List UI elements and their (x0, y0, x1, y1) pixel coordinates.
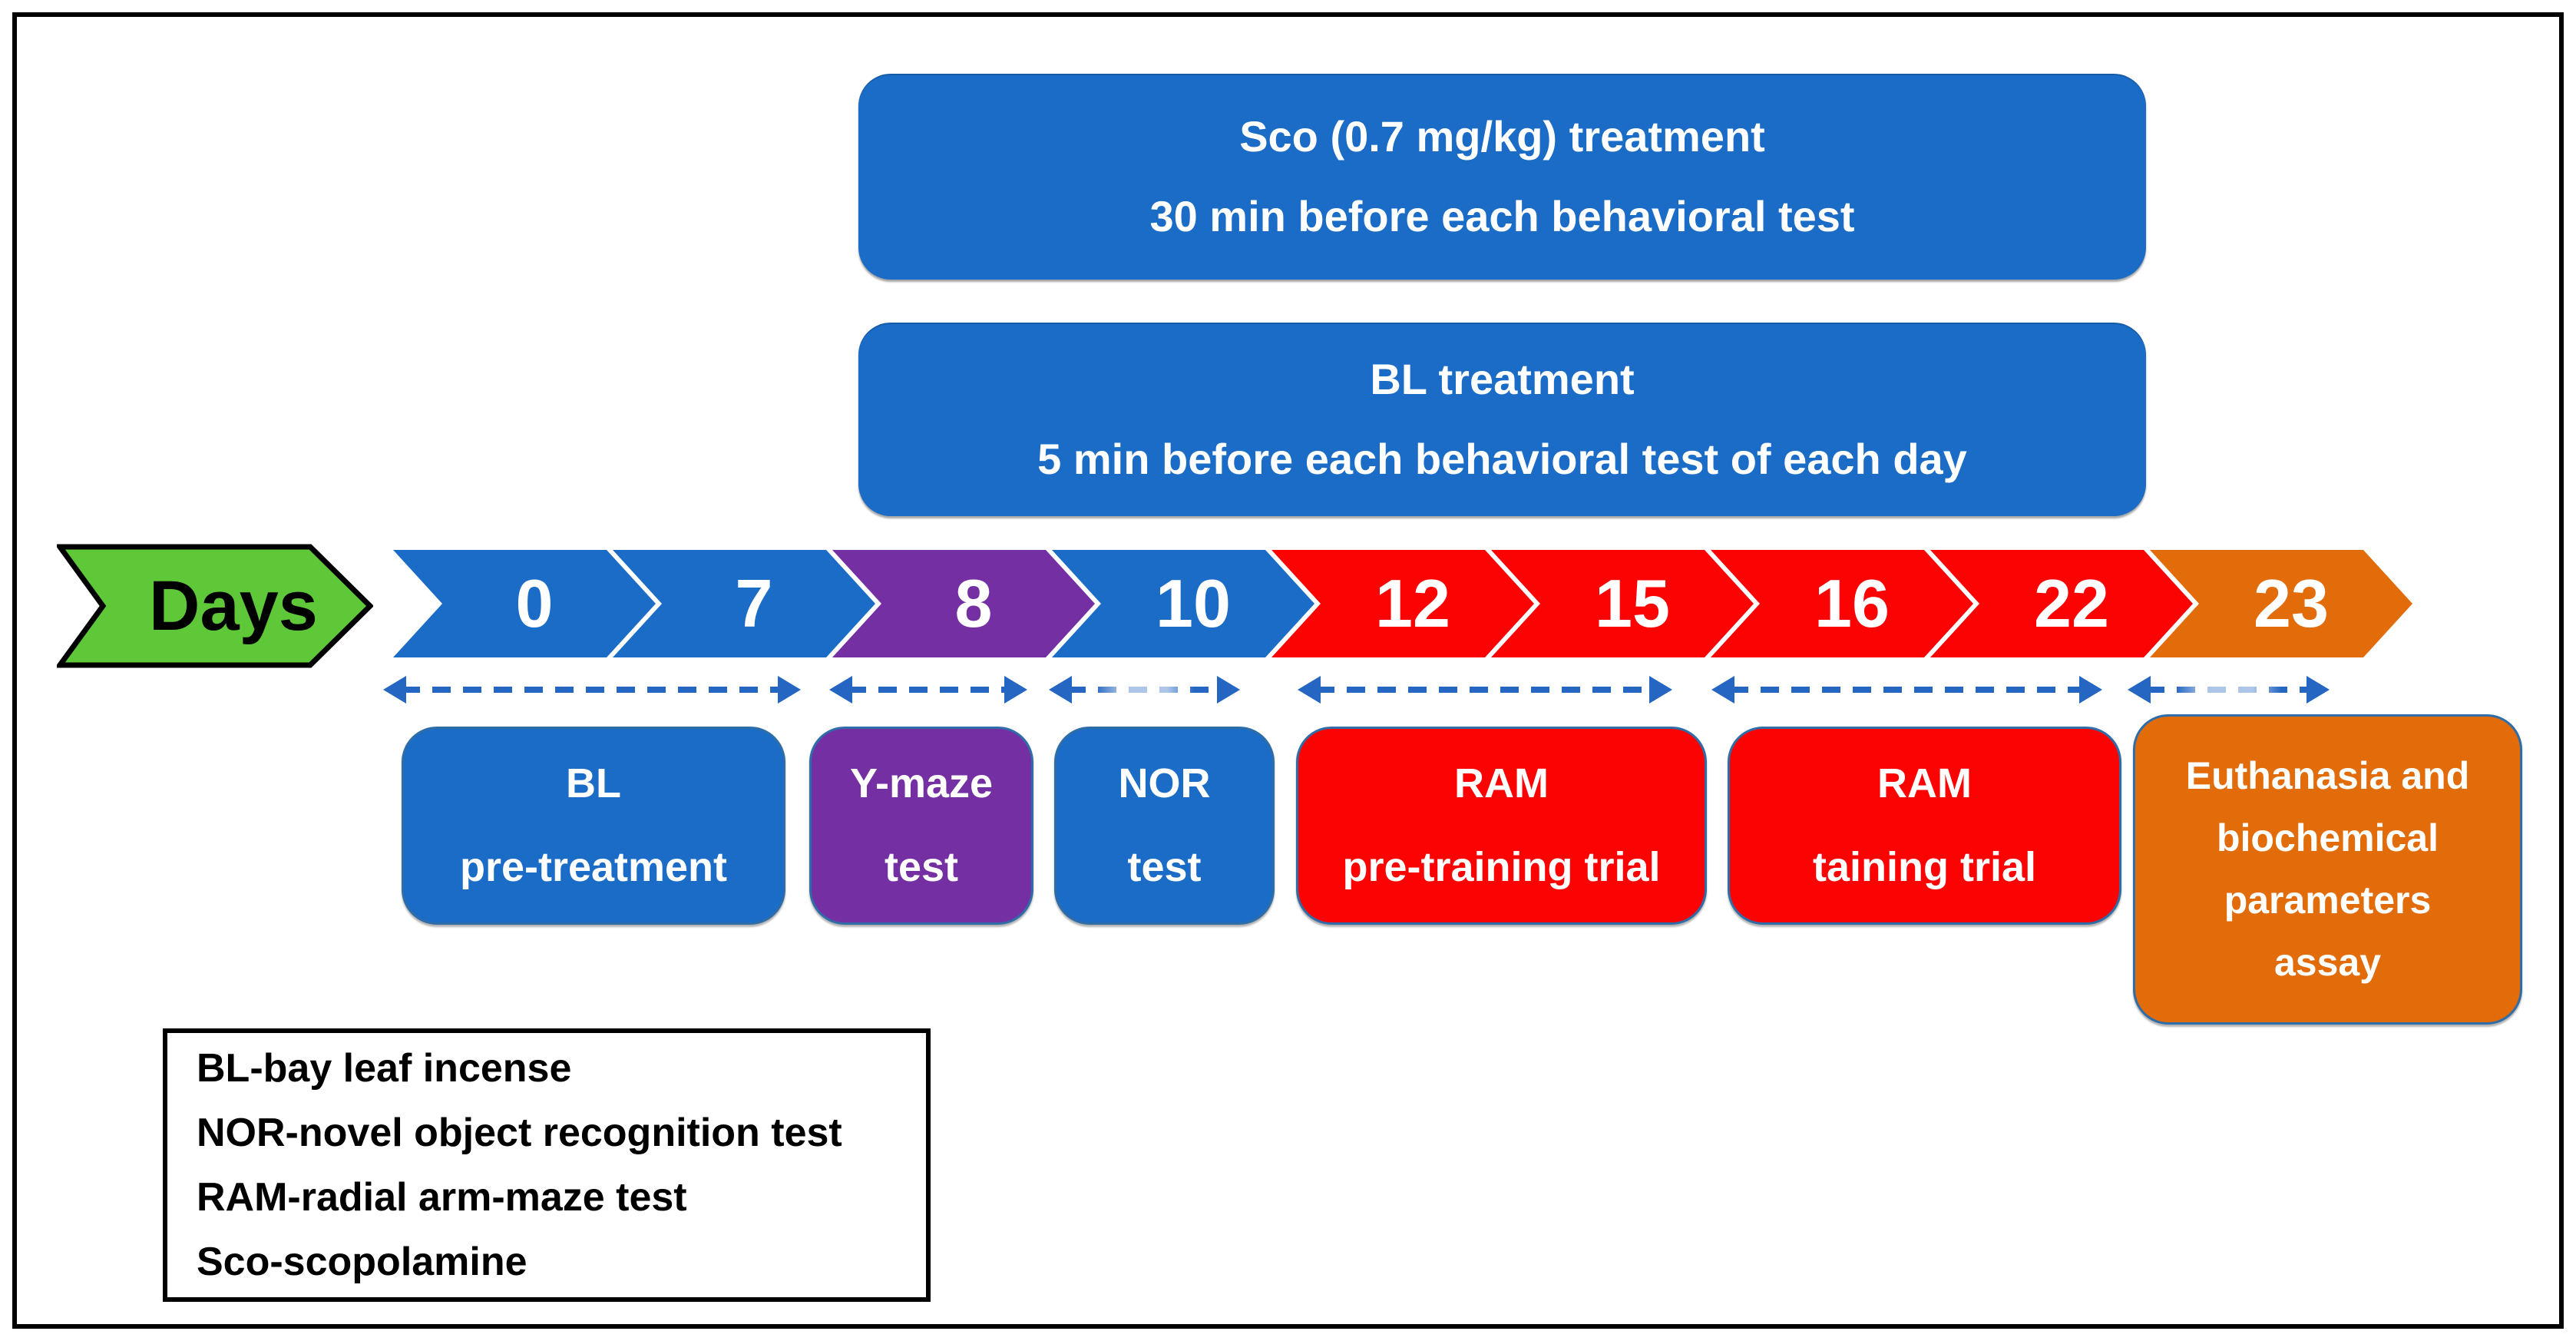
span-arrow-nor (1049, 676, 1240, 704)
arrowhead-right-icon (2079, 676, 2102, 704)
day-label: 10 (1156, 565, 1231, 641)
legend-line-ram: RAM-radial arm-maze test (197, 1175, 687, 1220)
dashed-line (2146, 687, 2311, 693)
phase-label-line: pre-treatment (459, 844, 728, 890)
day-chevron-8: 8 (832, 550, 1095, 657)
banner-bl-line1: BL treatment (1370, 355, 1635, 404)
phase-label-line: RAM (1454, 760, 1549, 807)
phase-label-line: test (1127, 844, 1202, 890)
banner-sco-line1: Sco (0.7 mg/kg) treatment (1239, 112, 1765, 161)
arrowhead-right-icon (2306, 676, 2330, 704)
timeline-band: 0 7 8 10 12 15 16 22 23 (393, 550, 2412, 657)
phase-label-line: NOR (1118, 760, 1211, 807)
banner-sco-treatment: Sco (0.7 mg/kg) treatment 30 min before … (858, 74, 2146, 280)
span-arrow-ymaze (829, 676, 1027, 704)
phase-label-line: RAM (1877, 760, 1972, 807)
span-arrow-ram-pretraining (1298, 676, 1672, 704)
days-arrow-shape (57, 544, 373, 668)
day-label: 8 (954, 565, 993, 641)
day-label: 23 (2254, 565, 2329, 641)
phase-ram-train: RAM taining trial (1728, 727, 2121, 925)
phase-label-line: test (884, 844, 959, 890)
phase-label-line: assay (2273, 941, 2382, 984)
day-label: 0 (515, 565, 554, 641)
legend-box: BL-bay leaf incense NOR-novel object rec… (163, 1028, 931, 1302)
arrowhead-right-icon (778, 676, 801, 704)
span-arrow-bl-pretreatment (383, 676, 801, 704)
phase-label-line: pre-training trial (1342, 844, 1661, 890)
banner-sco-line2: 30 min before each behavioral test (1149, 192, 1855, 240)
arrowhead-right-icon (1217, 676, 1240, 704)
legend-line-bl: BL-bay leaf incense (197, 1045, 572, 1091)
span-arrow-ram-training (1711, 676, 2102, 704)
arrowhead-right-icon (1649, 676, 1672, 704)
phase-euthanasia: Euthanasia and biochemical parameters assay (2133, 714, 2522, 1025)
phase-label-line: BL (566, 760, 621, 807)
day-chevron-0: 0 (393, 550, 656, 657)
day-label: 7 (735, 565, 773, 641)
figure-frame (12, 12, 2564, 1329)
dashed-line (1067, 687, 1222, 693)
dashed-line (1316, 687, 1654, 693)
phase-ymaze: Y-maze test (809, 727, 1033, 925)
day-label: 12 (1375, 565, 1450, 641)
phase-label-line: Euthanasia and (2185, 754, 2470, 797)
phase-ram-pre: RAM pre-training trial (1296, 727, 1707, 925)
phase-label-line: parameters (2224, 879, 2432, 922)
phase-label-line: Y-maze (849, 760, 994, 807)
legend-line-sco: Sco-scopolamine (197, 1240, 527, 1285)
phase-nor: NOR test (1054, 727, 1275, 925)
arrowhead-right-icon (1004, 676, 1027, 704)
span-arrow-euthanasia (2128, 676, 2330, 704)
day-label: 22 (2034, 565, 2109, 641)
day-chevron-12: 12 (1271, 550, 1534, 657)
dashed-line (402, 687, 782, 693)
day-label: 16 (1814, 565, 1890, 641)
banner-bl-treatment: BL treatment 5 min before each behaviora… (858, 323, 2146, 516)
dashed-line (1730, 687, 2084, 693)
phase-label-line: taining trial (1812, 844, 2036, 890)
dashed-line (848, 687, 1009, 693)
banner-bl-line2: 5 min before each behavioral test of eac… (1037, 435, 1967, 483)
day-chevron-22: 22 (1930, 550, 2193, 657)
days-arrow: Days (57, 544, 373, 668)
legend-line-nor: NOR-novel object recognition test (197, 1110, 842, 1155)
days-label: Days (149, 566, 318, 645)
day-label: 15 (1595, 565, 1670, 641)
phase-label-line: biochemical (2217, 816, 2439, 859)
phase-bl-pre: BL pre-treatment (402, 727, 785, 925)
